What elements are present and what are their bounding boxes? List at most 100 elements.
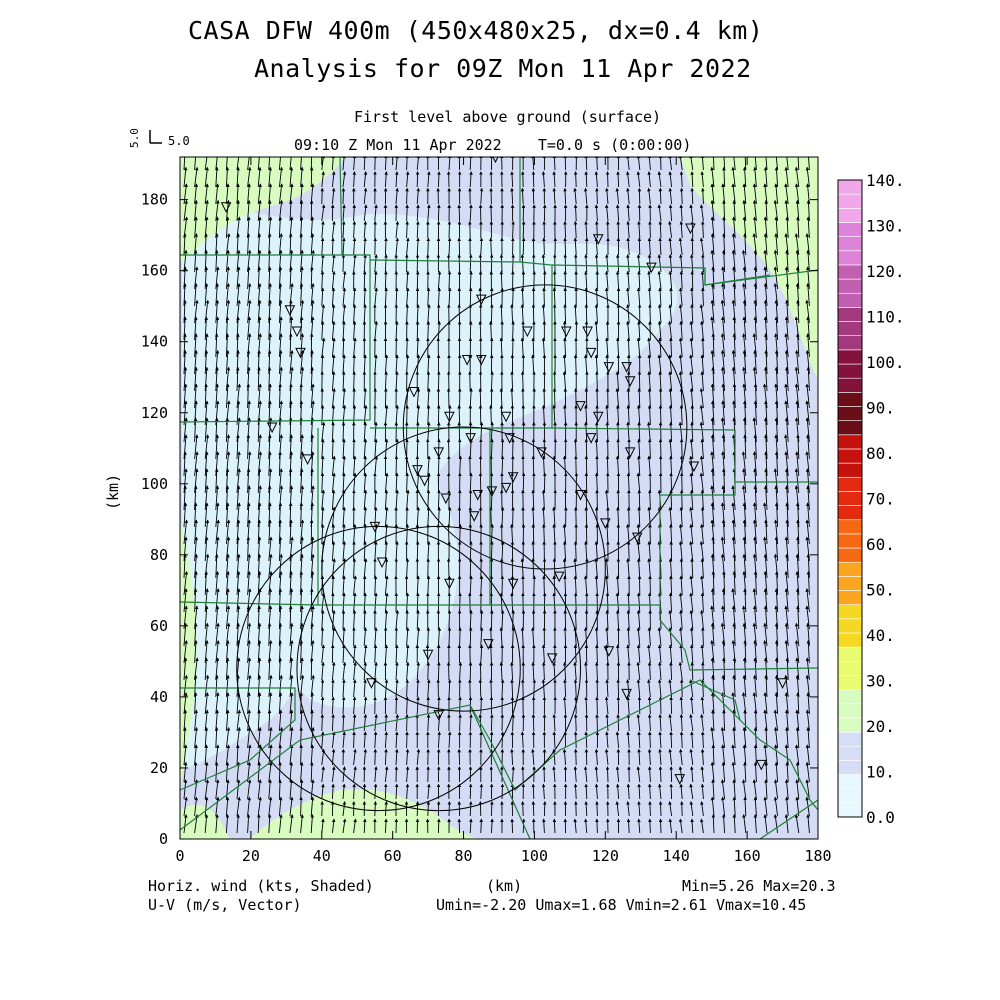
wind-vector <box>499 404 504 426</box>
wind-vector <box>194 199 198 222</box>
colorbar-band <box>837 179 863 195</box>
wind-vector <box>268 588 273 613</box>
wind-vector <box>225 166 230 188</box>
wind-vector <box>573 354 578 375</box>
wind-vector <box>183 709 188 732</box>
wind-vector <box>225 674 230 698</box>
wind-vector <box>511 220 515 239</box>
wind-vector <box>183 536 188 562</box>
x-tick-label: 180 <box>804 847 831 865</box>
wind-vector <box>236 726 241 749</box>
wind-vector <box>214 553 219 579</box>
wind-vector <box>257 779 262 800</box>
wind-vector <box>658 801 663 817</box>
wind-vector <box>616 438 620 460</box>
wind-vector <box>183 485 187 511</box>
wind-vector <box>278 299 283 324</box>
wind-vector <box>457 748 461 766</box>
wind-vector <box>247 570 251 596</box>
wind-vector <box>521 472 526 494</box>
wind-vector <box>542 237 546 256</box>
wind-vector <box>300 553 304 579</box>
wind-vector <box>257 640 262 664</box>
colorbar-label: 90. <box>866 399 895 418</box>
chart-subtitle-time: 09:10 Z Mon 11 Apr 2022 T=0.0 s (0:00:00… <box>294 136 692 154</box>
wind-vector <box>225 183 230 205</box>
wind-vector <box>373 748 378 766</box>
wind-vector <box>215 674 219 698</box>
wind-vector <box>310 183 315 205</box>
footer-field-label: Horiz. wind (kts, Shaded) <box>148 877 374 895</box>
wind-vector <box>225 502 230 528</box>
wind-vector <box>310 502 315 528</box>
wind-vector <box>215 299 220 324</box>
wind-vector <box>194 166 199 188</box>
wind-vector <box>225 157 228 171</box>
wind-vector <box>257 761 262 783</box>
colorbar-band <box>837 392 863 407</box>
wind-vector <box>214 249 219 273</box>
wind-vector <box>300 814 304 834</box>
wind-vector <box>215 622 220 647</box>
wind-vector <box>500 783 505 800</box>
wind-vector <box>193 485 198 511</box>
wind-vector <box>310 570 315 596</box>
wind-vector <box>214 726 219 749</box>
wind-vector <box>278 349 283 375</box>
wind-vector <box>257 570 262 596</box>
wind-vector <box>310 349 314 375</box>
wind-vector <box>320 270 325 290</box>
wind-vector <box>257 199 262 222</box>
wind-vector <box>299 726 303 749</box>
wind-vector <box>458 592 462 613</box>
wind-vector <box>194 157 197 171</box>
wind-vector <box>268 761 273 783</box>
wind-vector <box>204 333 209 358</box>
wind-vector <box>236 266 241 290</box>
footer-vector-label: U-V (m/s, Vector) <box>148 896 302 914</box>
y-tick-label: 140 <box>141 333 168 351</box>
wind-vector <box>321 506 325 528</box>
x-tick-label: 80 <box>455 847 473 865</box>
y-axis-label: (km) <box>104 473 122 510</box>
wind-vector <box>257 383 262 409</box>
colorbar-band <box>837 576 863 591</box>
wind-vector <box>215 451 220 477</box>
wind-vector <box>511 287 515 307</box>
wind-vector <box>183 283 187 307</box>
wind-vector <box>183 726 187 749</box>
wind-vector <box>310 692 315 715</box>
wind-vector <box>268 553 273 579</box>
wind-vector <box>384 270 388 290</box>
wind-vector <box>215 316 220 341</box>
wind-vector <box>194 366 198 392</box>
wind-vector <box>289 366 294 392</box>
wind-vector <box>321 171 325 188</box>
wind-vector <box>236 796 241 817</box>
wind-vector <box>193 761 198 783</box>
wind-vector <box>320 713 325 732</box>
wind-vector <box>204 283 209 307</box>
wind-vector <box>247 726 252 749</box>
colorbar-band <box>837 462 863 478</box>
colorbar-label: 0.0 <box>866 808 895 827</box>
colorbar-band <box>837 745 863 761</box>
wind-vector <box>289 814 294 834</box>
colorbar-band <box>837 193 863 209</box>
wind-vector <box>268 640 273 664</box>
wind-vector <box>204 166 209 188</box>
colorbar-label: 50. <box>866 581 895 600</box>
wind-vector <box>310 249 315 273</box>
wind-vector <box>320 237 325 256</box>
wind-vector <box>247 588 252 613</box>
wind-vector <box>194 266 199 290</box>
wind-vector <box>236 349 240 375</box>
wind-vector <box>215 400 220 426</box>
wind-vector <box>426 237 431 256</box>
wind-vector <box>310 761 314 783</box>
wind-vector <box>183 553 187 579</box>
wind-vector <box>204 657 209 681</box>
wind-vector <box>573 713 578 732</box>
wind-vector <box>321 157 326 171</box>
wind-vector <box>437 204 441 222</box>
